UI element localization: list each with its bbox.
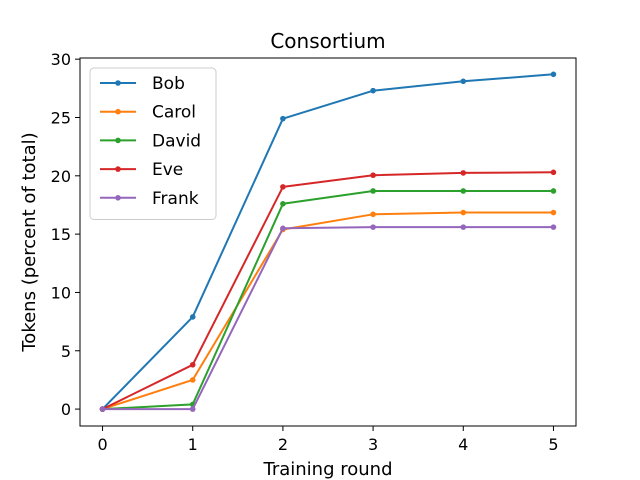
data-point — [370, 87, 376, 94]
data-point — [189, 361, 196, 368]
legend-label: Carol — [152, 103, 196, 123]
y-axis: 0 5 10 15 20 25 30 — [51, 50, 80, 419]
y-tick-label: 20 — [51, 167, 71, 186]
series-line — [101, 73, 554, 410]
series-line — [102, 211, 554, 411]
x-axis-label: Training round — [262, 459, 392, 480]
data-point — [370, 188, 376, 194]
legend-item-eve: Eve — [100, 160, 183, 180]
data-point — [280, 225, 286, 232]
x-axis: 0 1 2 3 4 5 — [97, 426, 559, 454]
x-tick-label: 3 — [368, 435, 378, 454]
y-tick-label: 30 — [51, 50, 71, 69]
data-point — [460, 78, 467, 85]
legend-box — [89, 67, 217, 220]
legend-marker — [115, 137, 121, 144]
y-axis-label: Tokens (percent of total) — [19, 132, 40, 352]
series-line — [102, 171, 554, 410]
y-tick-label: 5 — [61, 342, 71, 361]
series-eve — [99, 169, 557, 412]
data-point — [189, 314, 196, 320]
data-point — [550, 71, 557, 78]
x-tick-label: 2 — [278, 435, 288, 454]
legend-item-carol: Carol — [100, 103, 196, 123]
series-bob — [99, 71, 557, 412]
legend-item-frank: Frank — [100, 189, 199, 209]
x-tick-label: 5 — [548, 435, 558, 454]
chart-title: Consortium — [270, 29, 385, 53]
series-layer — [99, 71, 557, 412]
series-frank — [99, 224, 557, 412]
y-tick-label: 15 — [51, 225, 71, 244]
x-tick-label: 1 — [188, 435, 198, 454]
legend-item-bob: Bob — [100, 74, 185, 94]
data-point — [370, 172, 376, 179]
legend: Bob Carol David Eve Frank — [89, 67, 217, 220]
data-point — [189, 377, 196, 383]
data-point — [280, 184, 286, 190]
legend-marker — [115, 108, 121, 115]
y-tick-label: 10 — [51, 283, 71, 302]
data-point — [550, 224, 557, 230]
data-point — [460, 224, 467, 230]
data-point — [460, 170, 467, 176]
y-tick-label: 25 — [51, 108, 71, 127]
legend-label: Frank — [152, 189, 199, 209]
data-point — [370, 211, 376, 218]
data-point — [99, 406, 106, 412]
legend-item-david: David — [100, 131, 201, 151]
legend-marker — [115, 195, 121, 201]
data-point — [460, 209, 467, 216]
x-tick-label: 0 — [97, 435, 107, 454]
y-tick-label: 0 — [61, 400, 71, 419]
data-point — [550, 169, 557, 176]
legend-label: David — [152, 131, 201, 151]
legend-marker — [115, 80, 121, 86]
data-point — [460, 188, 467, 194]
legend-label: Eve — [152, 160, 183, 180]
series-line — [102, 226, 554, 411]
data-point — [280, 201, 286, 207]
legend-label: Bob — [152, 74, 185, 94]
data-point — [550, 209, 557, 216]
data-point — [280, 115, 286, 122]
series-line — [102, 190, 554, 411]
data-point — [550, 188, 557, 194]
legend-marker — [115, 166, 121, 172]
data-point — [370, 224, 376, 230]
x-tick-label: 4 — [458, 435, 468, 454]
data-point — [189, 406, 196, 412]
